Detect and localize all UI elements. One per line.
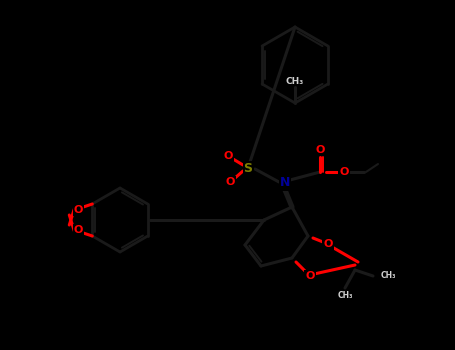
Text: O: O (305, 271, 315, 281)
Text: O: O (324, 239, 333, 249)
Text: CH₃: CH₃ (381, 272, 396, 280)
Text: O: O (225, 177, 235, 187)
Text: N: N (280, 176, 290, 189)
Text: O: O (223, 151, 233, 161)
Text: O: O (315, 145, 325, 155)
Text: O: O (74, 205, 83, 215)
Text: S: S (243, 161, 253, 175)
Text: CH₃: CH₃ (286, 77, 304, 85)
Text: O: O (339, 167, 349, 177)
Text: O: O (74, 225, 83, 235)
Text: CH₃: CH₃ (337, 290, 353, 300)
